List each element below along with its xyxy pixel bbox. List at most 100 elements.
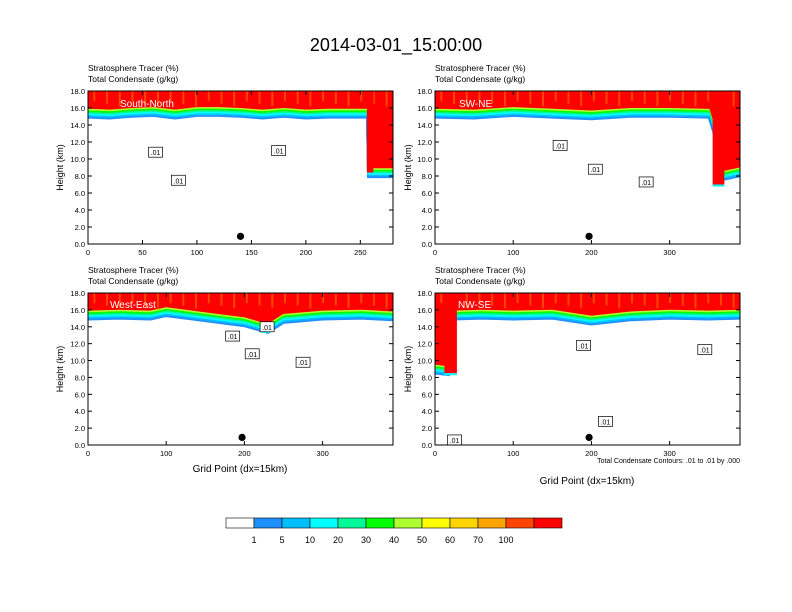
location-marker xyxy=(585,232,593,240)
colorbar-swatch xyxy=(477,517,507,529)
y-tick-label: 0.0 xyxy=(75,441,85,450)
panel-nw-se: Stratosphere Tracer (%) Total Condensate… xyxy=(403,265,741,487)
tracer-intrusion xyxy=(366,91,374,173)
colorbar-label: 100 xyxy=(498,535,513,545)
contour-label-box xyxy=(148,146,163,158)
contour-label: .01 xyxy=(579,343,589,350)
contour-label-box xyxy=(697,344,713,355)
y-tick-label: 8.0 xyxy=(75,373,85,382)
contour-label: .01 xyxy=(274,149,284,156)
tracer-gradient-band xyxy=(435,115,740,182)
contour-label: .01 xyxy=(228,334,238,341)
plot-area: .01 .01 .01 xyxy=(435,91,740,240)
y-tick-label: 6.0 xyxy=(422,189,432,198)
panel-west-east: Stratosphere Tracer (%) Total Condensate… xyxy=(55,265,394,475)
colorbar-swatch xyxy=(281,517,311,529)
y-tick-label: 12.0 xyxy=(417,138,432,147)
contour-label: .01 xyxy=(700,348,710,355)
y-axis-label: Height (km) xyxy=(55,144,65,191)
colorbar-label: 10 xyxy=(305,535,315,545)
y-tick-label: 4.0 xyxy=(75,206,85,215)
y-tick-label: 8.0 xyxy=(422,373,432,382)
y-tick-label: 6.0 xyxy=(75,189,85,198)
colorbar-swatch xyxy=(309,517,339,529)
tracer-gradient-band xyxy=(88,107,393,171)
contour-label: .01 xyxy=(174,178,184,185)
section-label: SW-NE xyxy=(459,99,492,110)
panel-subtitle-tracer: Stratosphere Tracer (%) xyxy=(88,265,179,275)
tracer-gradient-band xyxy=(88,307,393,327)
colorbar-label: 1 xyxy=(251,535,256,545)
x-tick-label: 300 xyxy=(316,449,329,458)
x-tick-label: 100 xyxy=(507,449,520,458)
colorbar-label: 20 xyxy=(333,535,343,545)
x-tick-label: 0 xyxy=(433,449,437,458)
y-tick-label: 10.0 xyxy=(70,155,85,164)
colorbar-swatch xyxy=(365,517,395,529)
x-tick-label: 100 xyxy=(191,248,204,257)
x-axis-label: Grid Point (dx=15km) xyxy=(193,464,288,475)
tracer-intrusion xyxy=(261,293,270,331)
axes: 0.0 2.0 4.0 6.0 8.0 10.0 12.0 14.0 16.0 18.0 0 100 2… xyxy=(417,289,740,458)
colorbar-swatch xyxy=(253,517,283,529)
colorbar-label: 50 xyxy=(417,535,427,545)
contour-label: .01 xyxy=(641,180,651,187)
y-tick-label: 6.0 xyxy=(75,390,85,399)
colorbar-label: 5 xyxy=(279,535,284,545)
tracer-gradient-band xyxy=(88,313,393,333)
panel-subtitle-condensate: Total Condensate (g/kg) xyxy=(88,74,178,84)
figure-title: 2014-03-01_15:00:00 xyxy=(310,35,482,56)
panel-subtitle-tracer: Stratosphere Tracer (%) xyxy=(88,63,179,73)
plot-frame xyxy=(434,90,741,245)
panel-subtitle-condensate: Total Condensate (g/kg) xyxy=(88,276,178,286)
y-tick-label: 2.0 xyxy=(75,424,85,433)
colorbar-swatch xyxy=(421,517,451,529)
panel-subtitle-tracer: Stratosphere Tracer (%) xyxy=(435,265,526,275)
x-tick-label: 200 xyxy=(585,449,598,458)
colorbar-label: 30 xyxy=(361,535,371,545)
contour-label-box xyxy=(295,356,311,368)
colorbar-swatch xyxy=(533,517,563,529)
contour-label: .01 xyxy=(151,150,161,157)
plot-area: .01 .01 .01 xyxy=(88,91,393,240)
tracer-gradient-band xyxy=(435,113,740,181)
y-tick-label: 16.0 xyxy=(417,104,432,113)
x-tick-label: 200 xyxy=(585,248,598,257)
tracer-gradient-band xyxy=(88,315,393,335)
contour-label-box xyxy=(259,321,275,333)
contour-label-box xyxy=(598,416,613,427)
contour-label-box xyxy=(552,140,568,151)
plot-frame xyxy=(87,90,394,245)
contour-label: .01 xyxy=(247,352,257,359)
plot-area: .01 .01 .01 .01 xyxy=(435,293,740,445)
contour-label-box xyxy=(638,176,654,188)
contour-label: .01 xyxy=(590,167,600,174)
colorbar-swatch xyxy=(505,517,535,529)
contour-label: .01 xyxy=(450,438,460,445)
y-tick-label: 18.0 xyxy=(417,289,432,298)
section-label: West-East xyxy=(110,300,156,311)
x-tick-label: 150 xyxy=(245,248,258,257)
y-tick-label: 0.0 xyxy=(75,240,85,249)
y-tick-label: 4.0 xyxy=(75,407,85,416)
x-tick-label: 100 xyxy=(507,248,520,257)
y-tick-label: 8.0 xyxy=(422,172,432,181)
tracer-gradient-band xyxy=(88,110,393,174)
y-tick-label: 16.0 xyxy=(70,104,85,113)
x-tick-label: 0 xyxy=(86,248,90,257)
plot-frame xyxy=(434,292,741,446)
x-axis-label: Grid Point (dx=15km) xyxy=(540,476,635,487)
panel-subtitle-tracer: Stratosphere Tracer (%) xyxy=(435,63,526,73)
y-tick-label: 8.0 xyxy=(75,172,85,181)
colorbar-swatch xyxy=(225,517,255,529)
y-tick-label: 2.0 xyxy=(75,223,85,232)
x-tick-label: 250 xyxy=(354,248,367,257)
panel-subtitle-condensate: Total Condensate (g/kg) xyxy=(435,276,525,286)
x-tick-label: 300 xyxy=(663,449,676,458)
y-tick-label: 12.0 xyxy=(417,340,432,349)
panel-sw-ne: Stratosphere Tracer (%) Total Condensate… xyxy=(403,63,741,257)
y-axis-label: Height (km) xyxy=(403,144,413,191)
y-tick-label: 2.0 xyxy=(422,223,432,232)
location-marker xyxy=(238,433,246,441)
